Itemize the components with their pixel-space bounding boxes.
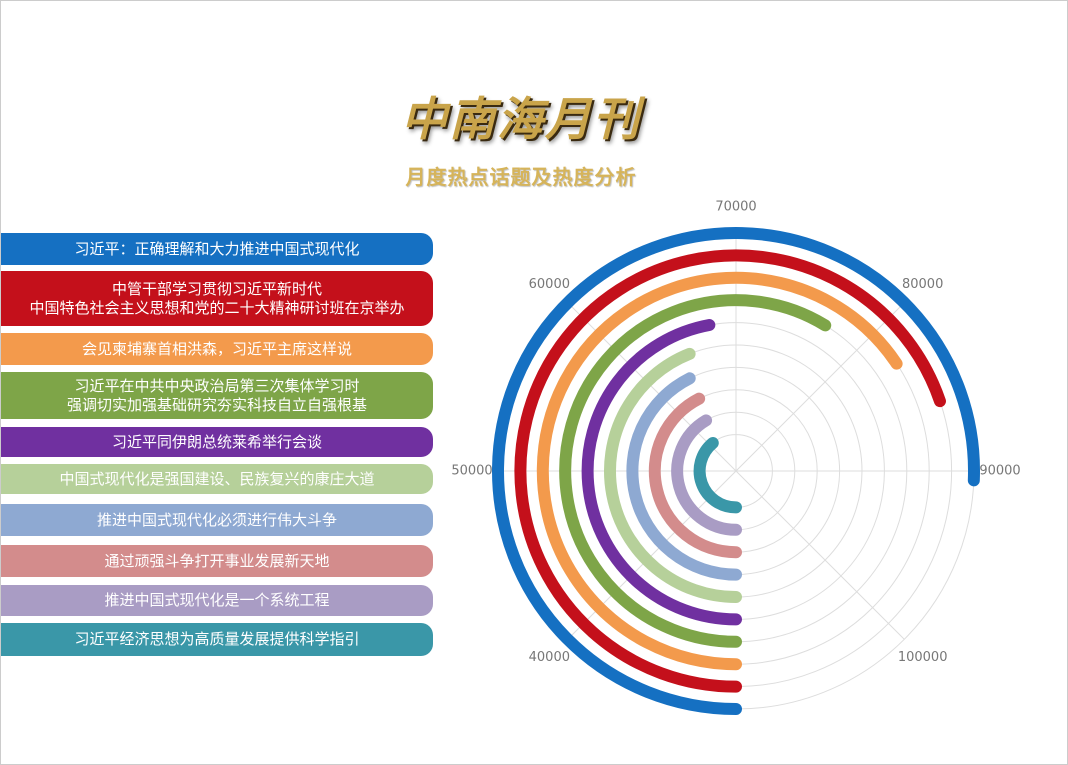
legend-item: 习近平经济思想为高质量发展提供科学指引 bbox=[1, 623, 433, 656]
radial-bar bbox=[626, 372, 742, 581]
tick-label: 50000 bbox=[451, 464, 492, 479]
radial-bar bbox=[604, 347, 742, 603]
radial-bar bbox=[671, 414, 742, 536]
title: 中南海月刊 bbox=[401, 92, 641, 146]
legend-item: 习近平：正确理解和大力推进中国式现代化 bbox=[1, 233, 433, 265]
subtitle: 月度热点话题及热度分析 bbox=[405, 165, 637, 189]
radial-bar bbox=[559, 294, 832, 648]
legend-item: 中国式现代化是强国建设、民族复兴的康庄大道 bbox=[1, 464, 433, 494]
legend-item: 中管干部学习贯彻习近平新时代 中国特色社会主义思想和党的二十大精神研讨班在京举办 bbox=[1, 271, 433, 326]
legend-item: 习近平在中共中央政治局第三次集体学习时 强调切实加强基础研究夯实科技自立自强根基 bbox=[1, 372, 433, 419]
tick-label: 100000 bbox=[898, 650, 948, 665]
radial-bar bbox=[693, 436, 742, 514]
radial-bar bbox=[648, 392, 742, 559]
legend-item: 通过顽强斗争打开事业发展新天地 bbox=[1, 545, 433, 577]
tick-label: 60000 bbox=[529, 277, 570, 292]
radial-bar bbox=[536, 271, 903, 671]
legend-item: 推进中国式现代化是一个系统工程 bbox=[1, 585, 433, 616]
legend-item: 会见柬埔寨首相洪森，习近平主席这样说 bbox=[1, 333, 433, 365]
tick-label: 40000 bbox=[529, 650, 570, 665]
tick-label: 90000 bbox=[979, 464, 1020, 479]
grid-line bbox=[735, 470, 905, 640]
radial-bar bbox=[581, 319, 742, 626]
legend-item: 习近平同伊朗总统莱希举行会谈 bbox=[1, 427, 433, 457]
radial-bar bbox=[514, 249, 946, 693]
tick-label: 70000 bbox=[715, 200, 756, 215]
tick-label: 80000 bbox=[902, 277, 943, 292]
legend-item: 推进中国式现代化必须进行伟大斗争 bbox=[1, 504, 433, 536]
radial-bar bbox=[492, 227, 980, 715]
